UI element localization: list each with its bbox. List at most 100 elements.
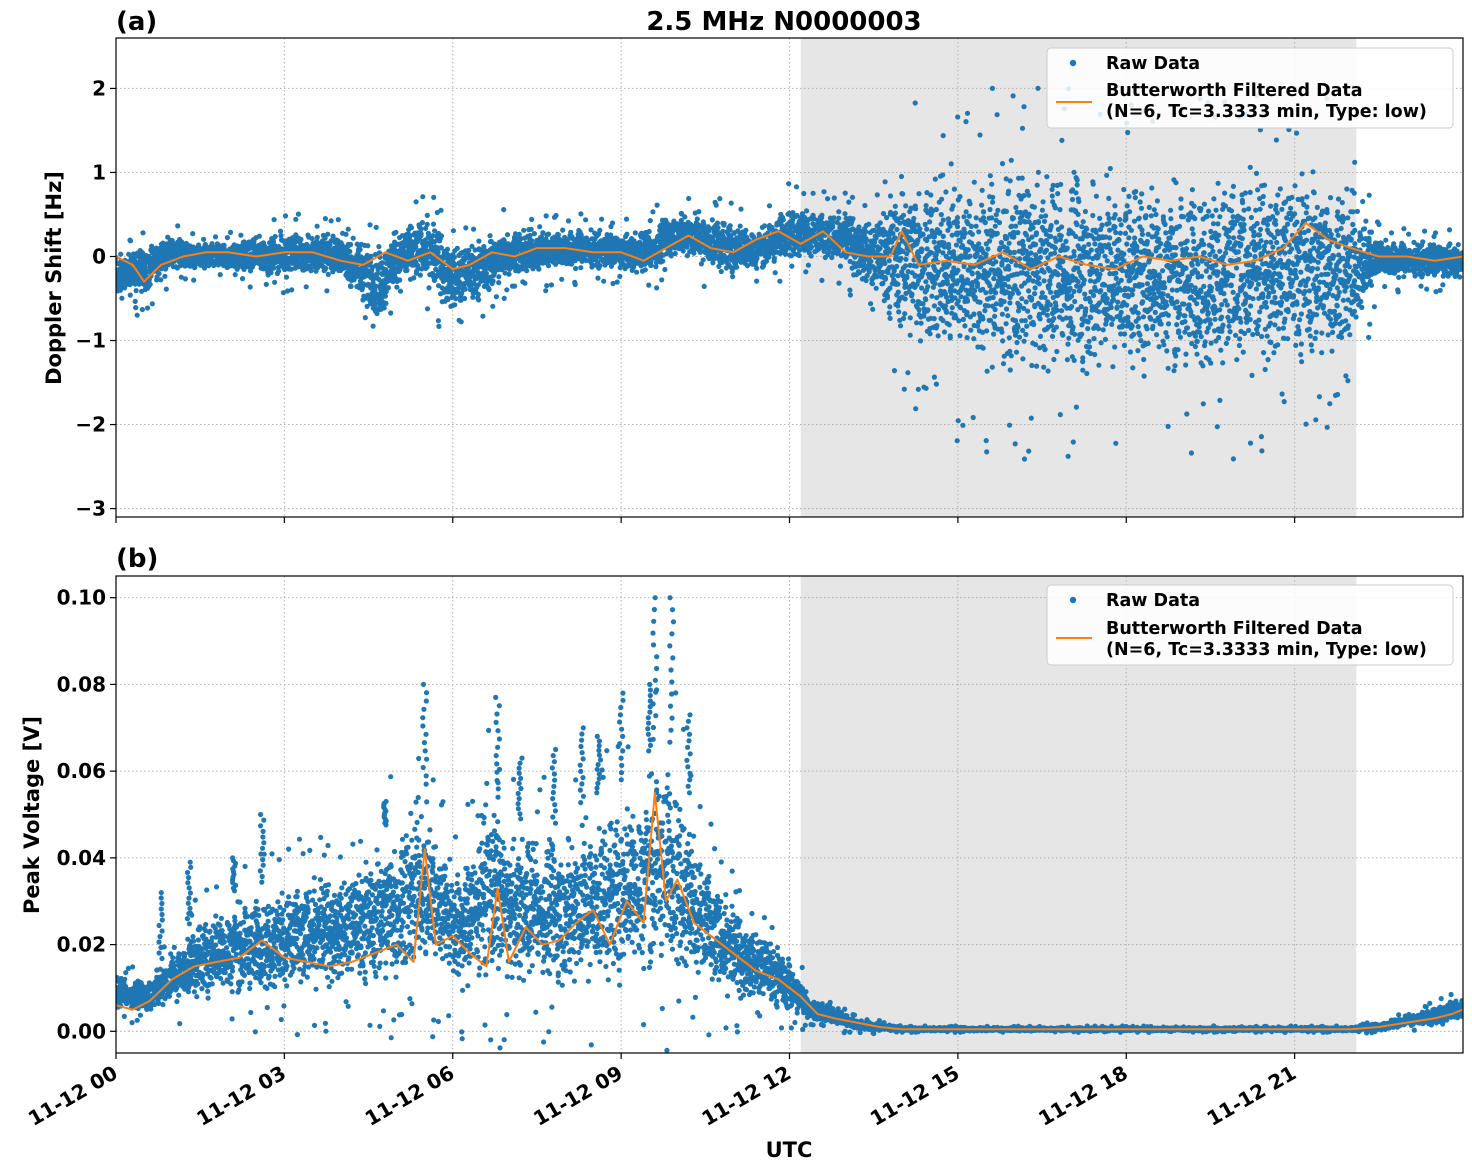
raw-data-point (797, 253, 802, 258)
raw-data-point (383, 301, 388, 306)
raw-data-point (537, 224, 542, 229)
raw-data-outlier (836, 281, 841, 286)
raw-data-outlier (438, 208, 443, 213)
raw-data-outlier (773, 270, 778, 275)
raw-data-outlier (323, 216, 328, 221)
raw-data-outlier (686, 196, 691, 201)
raw-data-point (730, 274, 735, 279)
raw-data-point (119, 296, 124, 301)
raw-data-outlier (892, 368, 897, 373)
raw-data-point (898, 256, 903, 261)
raw-data-point (781, 217, 786, 222)
raw-data-point (923, 222, 928, 227)
raw-data-point (900, 191, 905, 196)
raw-data-point (928, 192, 933, 197)
raw-data-outlier (135, 313, 140, 318)
raw-data-outlier (371, 324, 376, 329)
raw-data-outlier (315, 224, 320, 229)
raw-data-outlier (225, 235, 230, 240)
panel-a: 210−1−2−3 (a) 2.5 MHz N0000003 Doppler S… (42, 7, 1466, 523)
raw-data-point (896, 309, 901, 314)
raw-data-outlier (862, 203, 867, 208)
raw-data-point (546, 263, 551, 268)
raw-data-point (892, 235, 897, 240)
raw-data-point (529, 227, 534, 232)
raw-data-point (942, 329, 947, 334)
raw-data-point (903, 263, 908, 268)
raw-data-point (878, 220, 883, 225)
raw-data-point (887, 286, 892, 291)
raw-data-point (856, 224, 861, 229)
raw-data-point (936, 333, 941, 338)
raw-data-point (916, 191, 921, 196)
raw-data-point (633, 230, 638, 235)
raw-data-point (681, 248, 686, 253)
raw-data-point (924, 203, 929, 208)
raw-data-point (895, 273, 900, 278)
raw-data-outlier (843, 191, 848, 196)
raw-data-point (903, 203, 908, 208)
raw-data-point (939, 197, 944, 202)
raw-data-point (894, 227, 899, 232)
raw-data-point (885, 295, 890, 300)
raw-data-point (932, 303, 937, 308)
raw-data-point (908, 333, 913, 338)
raw-data-point (887, 304, 892, 309)
raw-data-outlier (601, 279, 606, 284)
raw-data-point (936, 307, 941, 312)
raw-data-point (445, 247, 450, 252)
raw-data-point (418, 273, 423, 278)
raw-data-point (536, 267, 541, 272)
raw-data-outlier (714, 203, 719, 208)
raw-data-point (271, 265, 276, 270)
raw-data-outlier (420, 194, 425, 199)
raw-data-point (496, 280, 501, 285)
raw-data-point (836, 216, 841, 221)
raw-data-outlier (201, 237, 206, 242)
raw-data-outlier (659, 277, 664, 282)
raw-data-point (383, 294, 388, 299)
raw-data-point (948, 335, 953, 340)
raw-data-point (882, 261, 887, 266)
raw-data-point (925, 307, 930, 312)
raw-data-point (892, 268, 897, 273)
raw-data-point (866, 222, 871, 227)
raw-data-point (268, 270, 273, 275)
raw-data-point (754, 266, 759, 271)
raw-data-point (411, 275, 416, 280)
raw-data-outlier (494, 294, 499, 299)
raw-data-point (903, 257, 908, 262)
raw-data-point (365, 243, 370, 248)
raw-data-point (932, 281, 937, 286)
raw-data-point (476, 292, 481, 297)
raw-data-point (463, 287, 468, 292)
raw-data-outlier (617, 274, 622, 279)
raw-data-point (437, 238, 442, 243)
raw-data-point (462, 296, 467, 301)
raw-data-point (386, 285, 391, 290)
raw-data-outlier (875, 192, 880, 197)
raw-data-outlier (578, 211, 583, 216)
raw-data-outlier (264, 282, 269, 287)
raw-data-point (830, 223, 835, 228)
raw-data-outlier (924, 386, 929, 391)
raw-data-point (348, 242, 353, 247)
raw-data-point (922, 266, 927, 271)
raw-data-point (941, 217, 946, 222)
raw-data-outlier (190, 231, 195, 236)
raw-data-point (284, 275, 289, 280)
raw-data-outlier (145, 305, 150, 310)
raw-data-outlier (233, 272, 238, 277)
raw-data-outlier (786, 181, 791, 186)
raw-data-outlier (610, 220, 615, 225)
raw-data-outlier (566, 218, 571, 223)
raw-data-point (911, 216, 916, 221)
raw-data-point (325, 232, 330, 237)
raw-data-point (939, 212, 944, 217)
raw-data-point (728, 223, 733, 228)
raw-data-outlier (150, 301, 155, 306)
raw-data-point (491, 278, 496, 283)
raw-data-outlier (794, 184, 799, 189)
raw-data-point (298, 237, 303, 242)
raw-data-point (932, 316, 937, 321)
